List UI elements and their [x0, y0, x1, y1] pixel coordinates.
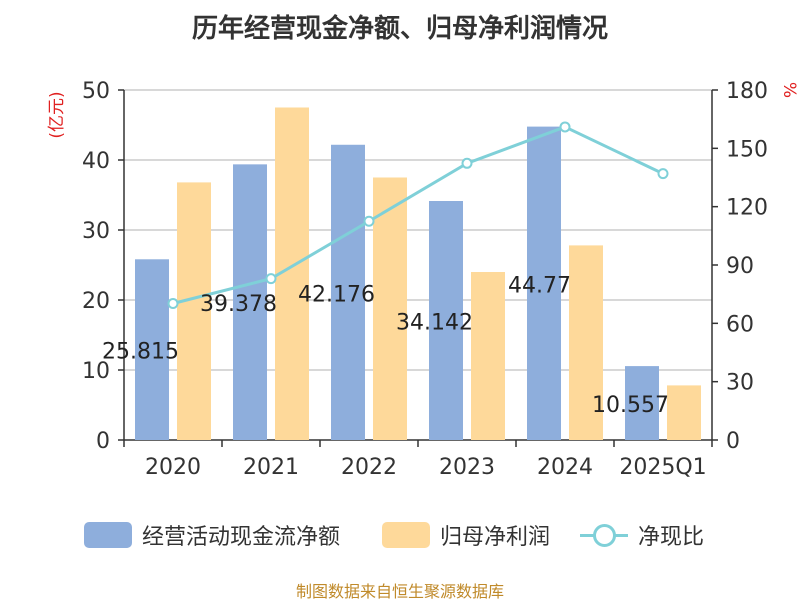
y-left-tick-label: 10: [82, 359, 110, 384]
y-right-unit: %: [779, 82, 799, 98]
point-ratio: [657, 168, 669, 180]
y-left-tick-label: 40: [82, 149, 110, 174]
bar-cash: [429, 201, 463, 440]
data-label-cash: 42.176: [298, 282, 375, 307]
data-label-cash: 25.815: [102, 340, 179, 365]
bar-profit: [177, 182, 211, 440]
data-label-cash: 10.557: [592, 393, 669, 418]
y-left-tick-label: 50: [82, 79, 110, 104]
y-left-tick-label: 0: [96, 429, 110, 454]
x-tick-label: 2024: [537, 455, 593, 480]
y-right-tick-label: 90: [726, 254, 754, 279]
bar-cash: [625, 366, 659, 440]
point-ratio: [559, 121, 571, 133]
bar-cash: [331, 144, 365, 440]
y-right-tick-label: 60: [726, 312, 754, 337]
data-label-cash: 34.142: [396, 311, 473, 336]
y-right-tick-label: 30: [726, 371, 754, 396]
legend-label-cash: 经营活动现金流净额: [142, 525, 341, 550]
legend-swatch-profit: [382, 522, 430, 548]
x-tick-label: 2025Q1: [619, 455, 706, 480]
x-tick-label: 2021: [243, 455, 299, 480]
bar-cash: [233, 164, 267, 440]
legend-item-profit[interactable]: 归母净利润: [382, 517, 550, 553]
x-tick-label: 2020: [145, 455, 201, 480]
bar-cash: [135, 259, 169, 440]
legend: 经营活动现金流净额 归母净利润 净现比: [0, 517, 800, 553]
data-label-cash: 39.378: [200, 292, 277, 317]
line-ratio: [172, 125, 664, 305]
legend-label-profit: 归母净利润: [440, 525, 551, 550]
data-label-cash: 44.77: [508, 273, 571, 298]
bar-profit: [373, 177, 407, 440]
x-tick-label: 2023: [439, 455, 495, 480]
y-right-tick-label: 0: [726, 429, 740, 454]
point-ratio: [167, 298, 179, 309]
bar-profit: [471, 272, 505, 440]
legend-label-ratio: 净现比: [638, 525, 705, 550]
bar-profit: [667, 385, 701, 440]
legend-item-ratio[interactable]: 净现比: [580, 517, 704, 553]
chart-plot: 0 10 20 30 40 50 0 30 60 90 120 150 180 (亿元)% 2020 2021…: [47, 79, 799, 480]
y-left-unit: (亿元): [47, 91, 67, 138]
point-ratio: [363, 215, 375, 227]
bar-profit: [569, 245, 603, 440]
y-right-tick-label: 120: [726, 196, 768, 221]
y-right-tick-label: 150: [726, 137, 768, 162]
point-ratio: [265, 273, 277, 285]
x-tick-label: 2022: [341, 455, 397, 480]
bar-cash: [527, 126, 561, 441]
y-left-tick-label: 30: [82, 219, 110, 244]
legend-item-cash[interactable]: 经营活动现金流净额: [84, 517, 340, 553]
chart-title: 历年经营现金净额、归母净利润情况: [191, 14, 608, 44]
y-right-tick-label: 180: [726, 79, 768, 104]
legend-swatch-cash: [84, 522, 132, 548]
y-left-tick-label: 20: [82, 289, 110, 314]
legend-swatch-ratio: [580, 522, 628, 548]
source-note: 制图数据来自恒生聚源数据库: [295, 582, 504, 601]
point-ratio: [461, 157, 473, 169]
